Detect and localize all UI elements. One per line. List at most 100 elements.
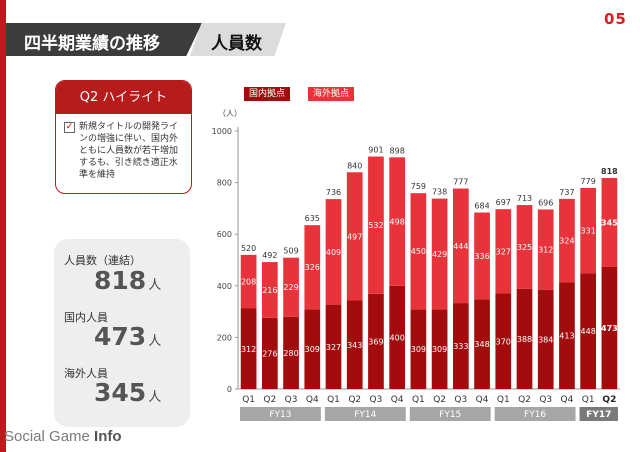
- data-label-total: 759: [411, 182, 426, 191]
- data-label-overseas: 444: [453, 242, 468, 251]
- x-tick-label: Q4: [476, 395, 489, 405]
- bar-overseas: [261, 262, 278, 318]
- total-value: 818 人: [94, 266, 162, 295]
- data-label-overseas: 532: [368, 221, 383, 230]
- overseas-value: 345 人: [94, 378, 162, 407]
- bar-domestic: [325, 304, 342, 389]
- bar-domestic: [261, 317, 278, 389]
- title-background: [6, 23, 202, 56]
- bar-overseas: [346, 172, 363, 301]
- data-label-domestic: 276: [262, 349, 277, 358]
- y-tick-label: 800: [217, 179, 232, 188]
- subtitle-background: [190, 23, 286, 56]
- fiscal-year-label: FY16: [524, 410, 546, 420]
- data-label-domestic: 327: [326, 343, 341, 352]
- y-tick-label: 1000: [212, 127, 232, 136]
- data-label-overseas: 326: [305, 263, 320, 272]
- bar-domestic: [410, 309, 427, 389]
- x-tick-label: Q2: [518, 395, 531, 405]
- data-label-total: 520: [241, 244, 256, 253]
- data-label-domestic: 309: [411, 345, 426, 354]
- data-label-domestic: 384: [538, 335, 553, 344]
- data-label-total: 696: [538, 198, 553, 207]
- data-label-domestic: 309: [432, 345, 447, 354]
- x-tick-label: Q3: [370, 395, 383, 405]
- data-label-overseas: 450: [411, 247, 426, 256]
- fiscal-year-label: FY15: [439, 410, 461, 420]
- fiscal-year-band: [494, 407, 576, 421]
- x-tick-label: Q1: [327, 395, 340, 405]
- x-tick-label: Q1: [582, 395, 595, 405]
- data-label-total: 840: [347, 161, 362, 170]
- fiscal-year-label: FY14: [354, 410, 376, 420]
- bar-domestic: [452, 303, 469, 389]
- data-label-total: 697: [496, 198, 511, 207]
- x-tick-label: Q1: [242, 395, 255, 405]
- data-label-overseas: 229: [283, 283, 298, 292]
- data-label-domestic: 309: [305, 345, 320, 354]
- data-label-domestic: 312: [241, 345, 256, 354]
- bar-domestic: [580, 273, 597, 389]
- data-label-overseas: 331: [581, 227, 596, 236]
- bar-overseas: [368, 156, 384, 294]
- bar-overseas: [304, 225, 321, 310]
- y-axis-label: （人）: [218, 109, 242, 118]
- data-label-domestic: 413: [559, 332, 574, 341]
- data-label-total: 737: [559, 188, 574, 197]
- data-label-total: 492: [262, 251, 277, 260]
- data-label-overseas: 409: [326, 248, 341, 257]
- y-tick-label: 200: [217, 333, 232, 342]
- bar-domestic: [368, 293, 384, 389]
- highlight-box: Q2 ハイライト ✓ 新規タイトルの開発ラインの増強に伴い、国内外ともに人員数が…: [55, 80, 192, 194]
- data-label-domestic: 370: [496, 337, 511, 346]
- bar-overseas: [559, 198, 575, 283]
- bar-domestic: [559, 282, 575, 389]
- data-label-overseas: 208: [241, 278, 256, 287]
- total-label: 人員数（連結）: [64, 254, 141, 267]
- x-tick-label: Q4: [561, 395, 574, 405]
- bar-domestic: [283, 316, 299, 389]
- bar-domestic: [304, 309, 321, 389]
- data-label-domestic: 369: [368, 337, 383, 346]
- bar-domestic: [601, 266, 618, 389]
- data-label-domestic: 473: [601, 324, 618, 333]
- bar-overseas: [452, 188, 469, 304]
- data-label-overseas: 345: [601, 218, 618, 227]
- bar-overseas: [516, 205, 533, 289]
- y-tick-label: 600: [217, 230, 232, 239]
- bar-overseas: [325, 199, 342, 305]
- data-label-total: 635: [305, 214, 320, 223]
- bar-overseas: [474, 212, 490, 300]
- domestic-value: 473 人: [94, 322, 162, 351]
- bar-overseas: [580, 188, 597, 274]
- x-tick-label: Q3: [539, 395, 552, 405]
- bar-overseas: [410, 193, 427, 310]
- bar-overseas: [495, 209, 512, 294]
- data-label-overseas: 216: [262, 286, 277, 295]
- data-label-total: 777: [453, 178, 468, 187]
- page-number: 05: [604, 10, 627, 28]
- y-tick-label: 400: [217, 282, 232, 291]
- x-tick-label: Q4: [306, 395, 319, 405]
- x-tick-label: Q4: [391, 395, 404, 405]
- fiscal-year-band: [409, 407, 491, 421]
- fiscal-year-band: [324, 407, 406, 421]
- bar-domestic: [389, 285, 406, 389]
- x-tick-label: Q2: [263, 395, 276, 405]
- data-label-domestic: 388: [517, 335, 532, 344]
- data-label-overseas: 497: [347, 232, 362, 241]
- data-label-domestic: 333: [453, 342, 468, 351]
- data-label-domestic: 400: [390, 333, 405, 342]
- page-subtitle: 人員数: [211, 34, 262, 54]
- data-label-overseas: 498: [390, 218, 405, 227]
- headcount-summary: 人員数（連結） 818 人 国内人員 473 人 海外人員 345 人: [54, 239, 190, 427]
- left-accent-bar: [0, 0, 6, 452]
- data-label-overseas: 325: [517, 243, 532, 252]
- data-label-overseas: 429: [432, 250, 447, 259]
- bar-domestic: [495, 293, 512, 389]
- data-label-total: 509: [283, 247, 298, 256]
- x-tick-label: Q3: [454, 395, 467, 405]
- data-label-overseas: 312: [538, 246, 553, 255]
- data-label-total: 779: [581, 177, 596, 186]
- legend-domestic: 国内拠点: [244, 87, 291, 101]
